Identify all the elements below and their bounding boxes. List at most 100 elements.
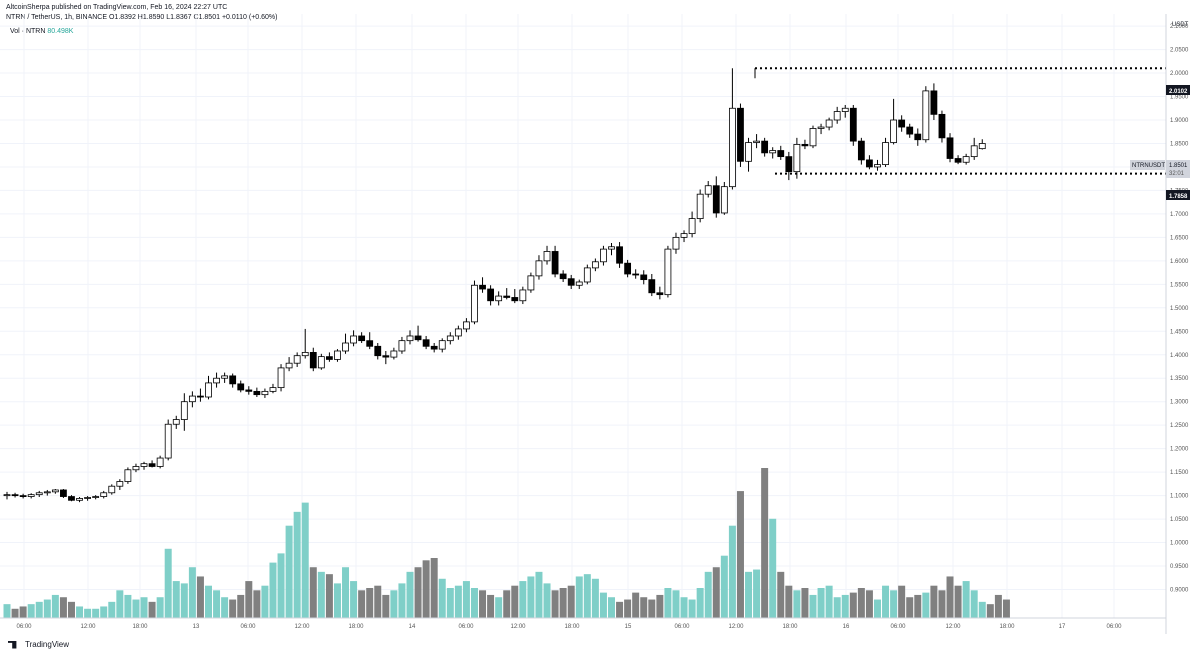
candle-body [414, 335, 422, 341]
last-price-tag: 1.8501 [1169, 163, 1188, 169]
time-tick-label: 06:00 [890, 624, 906, 630]
price-tick-label: 1.5500 [1170, 282, 1189, 288]
candle-body [92, 496, 100, 498]
volume-bar [148, 601, 156, 618]
candle-body [809, 128, 817, 147]
volume-bar [59, 597, 67, 618]
candle-body [906, 126, 914, 135]
volume-bar [736, 491, 744, 618]
volume-bar [269, 562, 277, 618]
candle-body [188, 395, 196, 403]
volume-bar [599, 592, 607, 618]
candle-body [11, 494, 19, 497]
volume-bar [43, 599, 51, 618]
candle-body [696, 193, 704, 219]
volume-bar [761, 468, 769, 618]
candle-body [535, 260, 543, 277]
candle-body [962, 156, 970, 163]
volume-bar [720, 555, 728, 618]
time-axis[interactable]: 06:00 12:00 18:00 13 06:00 12:00 18:00 14 06:00 1… [16, 624, 1122, 630]
candle-body [841, 107, 849, 112]
candle-body [704, 185, 712, 195]
time-tick-label: 12:00 [80, 624, 96, 630]
grid [0, 14, 1166, 618]
ohlc-low-label: L [166, 14, 171, 21]
volume-bar [342, 567, 350, 618]
candle-body [793, 144, 801, 173]
volume-bar [833, 597, 841, 618]
tradingview-logo-icon [8, 640, 17, 649]
candle-body [172, 419, 180, 425]
candle-body [140, 463, 148, 467]
candle-body [600, 248, 607, 263]
volume-bar [632, 592, 640, 618]
volume-bar [535, 571, 543, 618]
candle-body [591, 261, 599, 269]
candle-body [100, 492, 108, 497]
candle-body [624, 262, 632, 275]
volume-bar [583, 574, 591, 618]
candle-body [342, 342, 349, 352]
volume-bar [882, 585, 890, 618]
price-tick-label: 1.1500 [1170, 470, 1189, 476]
volume-bar [946, 576, 954, 618]
tradingview-footer: TradingView [8, 640, 69, 649]
candle-body [390, 350, 398, 358]
volume-bar [487, 594, 495, 618]
tradingview-brand: TradingView [25, 640, 70, 649]
candle-body [648, 279, 656, 294]
price-tick-label: 1.6000 [1170, 259, 1189, 265]
volume-bar [712, 567, 720, 618]
volume-bar [301, 502, 309, 618]
price-axis[interactable]: 2.10002.05002.00001.95001.90001.85001.80… [1170, 24, 1189, 593]
candle-body [398, 340, 406, 352]
candle-body [632, 273, 640, 276]
range-annotations [754, 67, 1166, 175]
volume-bar [906, 597, 914, 618]
candle-body [108, 485, 116, 494]
volume-bar [841, 594, 849, 618]
volume-bar [132, 599, 140, 618]
volume-bar [438, 578, 446, 618]
volume-bar [624, 599, 632, 618]
volume-bar [857, 588, 865, 618]
price-tags: 2.0102 1.7858 NTRNUSDT 1.8501 32:01 [1130, 85, 1190, 200]
volume-bar [769, 518, 777, 618]
volume-bar [382, 594, 390, 618]
candle-body [76, 498, 83, 501]
candle-body [656, 292, 664, 296]
volume-bar [978, 601, 986, 618]
candle-body [261, 390, 269, 396]
volume-bar [237, 594, 245, 618]
candle-body [487, 288, 495, 302]
resistance-tag: 2.0102 [1169, 89, 1188, 95]
candle-body [253, 390, 261, 396]
volume-bar [422, 560, 430, 618]
candle-body [720, 186, 728, 214]
volume-bar [656, 594, 664, 618]
volume-bar [616, 601, 624, 618]
volume-bar [333, 583, 341, 618]
candle-body [672, 236, 680, 250]
volume-bar [849, 592, 857, 618]
volume-bar [898, 585, 906, 618]
candle-body [817, 126, 825, 129]
candle-body [422, 339, 430, 347]
candle-body [430, 345, 438, 350]
candle-body [463, 321, 470, 330]
candle-body [849, 107, 857, 142]
volume-bar [559, 588, 567, 618]
price-tick-label: 1.2500 [1170, 423, 1189, 429]
candle-body [954, 158, 962, 163]
volume-bar [406, 571, 414, 618]
volume-bar [390, 590, 398, 618]
candle-body [737, 107, 744, 162]
time-tick-label: 12:00 [945, 624, 961, 630]
volume-bar [930, 585, 938, 618]
volume-bar [3, 604, 11, 618]
ohlc-high: 1.8590 [142, 14, 165, 21]
volume-bar [873, 599, 881, 618]
support-tag-bg [1166, 190, 1190, 200]
volume-bar [19, 606, 27, 618]
